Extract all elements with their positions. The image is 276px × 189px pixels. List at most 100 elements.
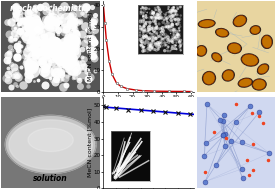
Point: [15, 11, 19, 14]
Point: [59, 71, 63, 74]
Point: [28, 63, 33, 66]
Point: [67, 34, 71, 37]
Point: [10, 48, 14, 51]
Point: [75, 68, 79, 71]
Point: [67, 40, 71, 43]
Point: [73, 17, 78, 20]
Point: [62, 31, 66, 34]
Point: [54, 46, 58, 49]
Ellipse shape: [215, 28, 229, 38]
Point: [79, 32, 84, 35]
Point: [63, 26, 67, 29]
Point: [48, 42, 53, 45]
Point: [26, 78, 30, 81]
Point: [80, 48, 84, 51]
Point: [70, 60, 74, 63]
Point: [42, 41, 47, 44]
Ellipse shape: [199, 20, 214, 27]
Ellipse shape: [211, 52, 222, 62]
Point: [82, 6, 86, 9]
Point: [4, 77, 9, 80]
Point: [15, 75, 19, 78]
Point: [71, 76, 75, 79]
X-axis label: Elapsed time [hours]: Elapsed time [hours]: [116, 101, 181, 106]
Point: [73, 43, 77, 46]
Ellipse shape: [227, 42, 242, 54]
Point: [64, 43, 68, 46]
Point: [12, 31, 17, 34]
Point: [32, 25, 36, 28]
Point: [25, 56, 29, 59]
Point: [53, 81, 58, 84]
Point: [72, 68, 76, 71]
Point: [49, 12, 54, 15]
Point: [69, 41, 74, 44]
Point: [6, 78, 10, 81]
Point: [52, 50, 56, 53]
Point: [32, 19, 37, 22]
Point: [78, 21, 82, 24]
Point: [73, 32, 77, 35]
Point: [18, 10, 22, 13]
Point: [69, 14, 73, 17]
Point: [26, 21, 31, 24]
Point: [92, 28, 97, 31]
Point: [6, 59, 10, 62]
Point: [25, 32, 30, 35]
Point: [15, 74, 20, 77]
Point: [90, 5, 94, 8]
Point: [10, 69, 14, 72]
Point: [18, 30, 23, 33]
Point: [59, 15, 64, 19]
Point: [40, 24, 44, 27]
Point: [35, 21, 40, 24]
Point: [33, 53, 38, 56]
Point: [9, 37, 13, 40]
Point: [85, 45, 90, 48]
Point: [73, 21, 78, 24]
Point: [43, 9, 48, 12]
Point: [55, 74, 59, 77]
Point: [45, 39, 49, 42]
Point: [46, 23, 51, 26]
Point: [45, 56, 50, 59]
Point: [91, 20, 95, 23]
Point: [42, 41, 46, 44]
Point: [58, 15, 62, 18]
Point: [64, 27, 68, 30]
Point: [26, 62, 31, 65]
Ellipse shape: [198, 19, 216, 28]
Point: [15, 18, 19, 21]
Point: [52, 50, 56, 53]
Point: [16, 7, 21, 10]
Point: [31, 37, 36, 40]
Point: [72, 39, 76, 42]
Point: [51, 43, 55, 46]
Ellipse shape: [250, 25, 261, 35]
Point: [68, 48, 73, 51]
Point: [73, 75, 78, 78]
Point: [60, 77, 65, 80]
Point: [32, 79, 37, 82]
Point: [34, 49, 38, 52]
Point: [7, 55, 12, 58]
Point: [8, 45, 12, 48]
Point: [89, 36, 93, 39]
Point: [6, 72, 10, 75]
Point: [73, 70, 78, 73]
Point: [30, 26, 34, 29]
Polygon shape: [5, 115, 96, 174]
Point: [42, 49, 46, 52]
Point: [75, 37, 79, 40]
Point: [47, 23, 51, 26]
Point: [43, 5, 47, 8]
Point: [83, 13, 87, 16]
Point: [31, 11, 35, 14]
Point: [26, 35, 30, 38]
Ellipse shape: [216, 29, 228, 37]
Point: [89, 46, 93, 49]
Point: [45, 70, 49, 73]
Point: [39, 60, 44, 63]
Point: [50, 20, 55, 23]
Point: [18, 30, 22, 33]
